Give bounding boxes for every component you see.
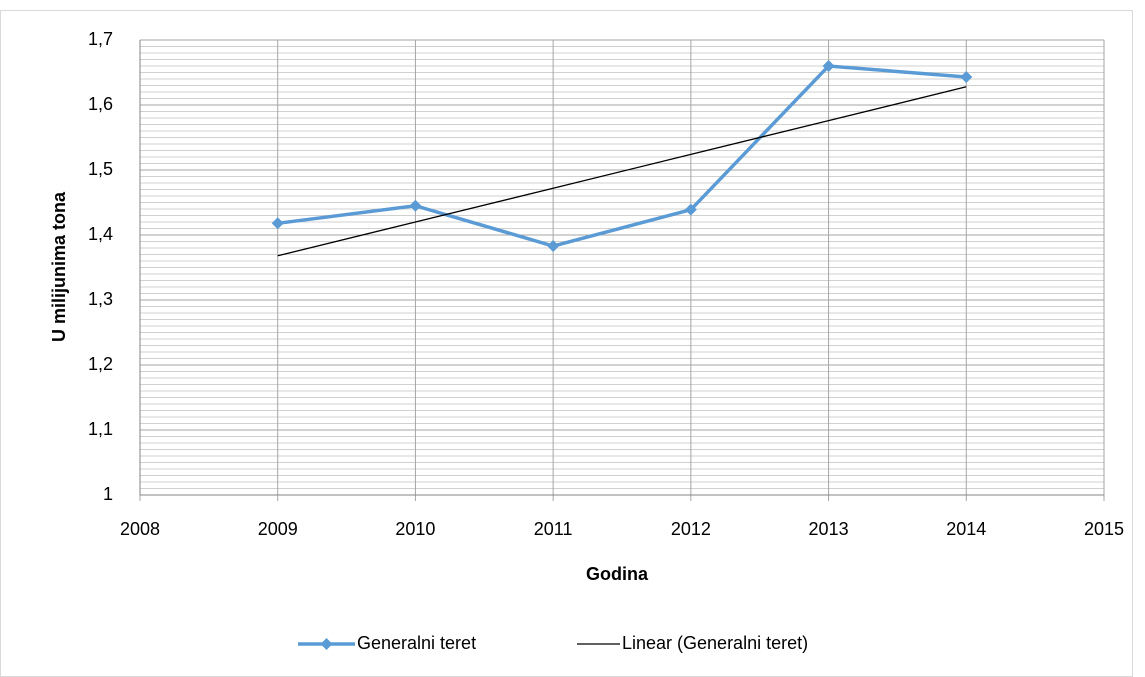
x-axis-label: Godina xyxy=(586,564,649,584)
data-point xyxy=(409,199,422,212)
data-point xyxy=(547,240,560,253)
x-tick-label: 2015 xyxy=(1084,519,1124,539)
legend-label: Generalni teret xyxy=(357,633,476,653)
trend-line xyxy=(277,86,967,257)
y-tick-label: 1,4 xyxy=(88,224,113,244)
y-tick-label: 1,7 xyxy=(88,29,113,49)
x-tick-label: 2009 xyxy=(258,519,298,539)
y-tick-label: 1,2 xyxy=(88,354,113,374)
y-tick-label: 1 xyxy=(103,484,113,504)
data-point xyxy=(684,203,697,216)
y-tick-label: 1,6 xyxy=(88,94,113,114)
chart-frame xyxy=(0,10,1133,677)
y-tick-label: 1,5 xyxy=(88,159,113,179)
x-tick-label: 2011 xyxy=(534,519,573,539)
data-point xyxy=(271,217,284,230)
x-tick-label: 2012 xyxy=(671,519,711,539)
y-tick-label: 1,1 xyxy=(88,419,113,439)
y-tick-label: 1,3 xyxy=(88,289,113,309)
x-tick-label: 2014 xyxy=(946,519,986,539)
data-point xyxy=(822,60,835,72)
data-line xyxy=(277,64,967,248)
legend-marker xyxy=(320,638,333,650)
legend-label: Linear (Generalni teret) xyxy=(622,633,808,653)
x-tick-label: 2013 xyxy=(809,519,849,539)
data-point xyxy=(960,71,973,84)
x-tick-label: 2010 xyxy=(395,519,435,539)
y-axis-label: U milijunima tona xyxy=(49,191,69,342)
x-tick-label: 2008 xyxy=(120,519,160,539)
